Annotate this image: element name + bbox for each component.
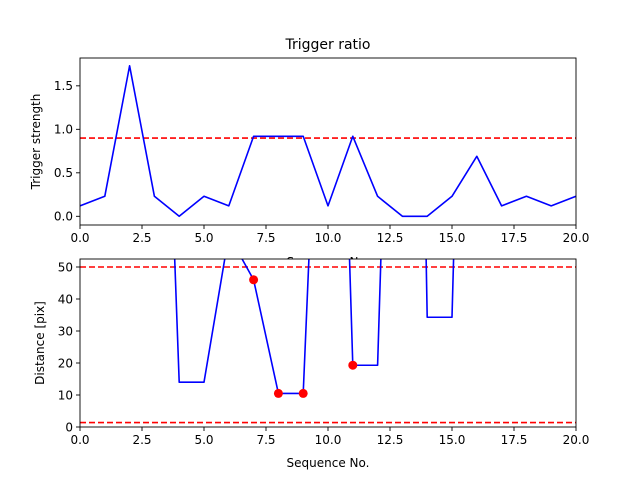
y-axis-label-top: Trigger strength: [29, 94, 43, 191]
bottom-x-tick-label-7: 17.5: [501, 433, 528, 447]
top-y-tick-label-3: 1.5: [54, 79, 73, 93]
top-x-tick-label-4: 10.0: [315, 231, 342, 245]
bottom-marker-0: [249, 275, 259, 285]
chart-title: Trigger ratio: [284, 37, 370, 53]
plot-area-top: [80, 58, 576, 225]
bottom-x-tick-label-4: 10.0: [315, 433, 342, 447]
bottom-x-tick-label-6: 15.0: [439, 433, 466, 447]
top-x-tick-label-0: 0.0: [70, 231, 89, 245]
top-x-tick-label-1: 2.5: [132, 231, 151, 245]
y-axis-label-bottom: Distance [pix]: [33, 301, 47, 385]
plot-marks-top: [80, 65, 576, 218]
plot-area-bottom: [80, 259, 576, 427]
top-x-tick-label-6: 15.0: [439, 231, 466, 245]
top-y-tick-label-2: 1.0: [54, 123, 73, 137]
top-series-line-0: [80, 65, 576, 218]
bottom-y-tick-label-5: 50: [58, 260, 73, 274]
top-x-tick-label-7: 17.5: [501, 231, 528, 245]
bottom-marker-2: [298, 388, 308, 398]
bottom-series-line-1: [348, 259, 382, 367]
chart-distance: 0.0 2.5 5.0 7.5 10.0 12.5 15.0 17.5 20.0 0 10 20 30…: [33, 258, 589, 470]
bottom-marker-1: [273, 388, 283, 398]
x-axis-label-bottom: Sequence No.: [287, 456, 370, 470]
bottom-x-tick-label-0: 0.0: [70, 433, 89, 447]
top-x-tick-label-2: 5.0: [194, 231, 213, 245]
bottom-y-tick-label-2: 20: [58, 356, 73, 370]
chart-trigger-ratio: 0.0 2.5 5.0 7.5 10.0 12.5 15.0 17.5 20.0 0.0 0.5 1…: [29, 37, 589, 269]
y-axis-bottom: 0 10 20 30 40 50: [58, 260, 80, 434]
top-y-tick-label-0: 0.0: [54, 210, 73, 224]
bottom-x-tick-label-1: 2.5: [132, 433, 151, 447]
top-y-tick-label-1: 0.5: [54, 166, 73, 180]
x-axis-top: 0.0 2.5 5.0 7.5 10.0 12.5 15.0 17.5 20.0: [70, 225, 589, 245]
bottom-marker-3: [348, 360, 358, 370]
bottom-x-tick-label-8: 20.0: [563, 433, 590, 447]
top-x-tick-label-3: 7.5: [256, 231, 275, 245]
bottom-x-tick-label-5: 12.5: [377, 433, 404, 447]
bottom-y-tick-label-1: 10: [58, 388, 73, 402]
y-axis-top: 0.0 0.5 1.0 1.5: [54, 79, 80, 224]
bottom-x-tick-label-3: 7.5: [256, 433, 275, 447]
bottom-y-tick-label-0: 0: [65, 420, 73, 434]
bottom-y-tick-label-4: 40: [58, 292, 73, 306]
bottom-series-line-2: [425, 259, 455, 319]
plot-marks-bottom: [80, 259, 576, 424]
bottom-y-tick-label-3: 30: [58, 324, 73, 338]
top-x-tick-label-5: 12.5: [377, 231, 404, 245]
top-x-tick-label-8: 20.0: [563, 231, 590, 245]
x-axis-bottom: 0.0 2.5 5.0 7.5 10.0 12.5 15.0 17.5 20.0: [70, 427, 589, 447]
bottom-x-tick-label-2: 5.0: [194, 433, 213, 447]
